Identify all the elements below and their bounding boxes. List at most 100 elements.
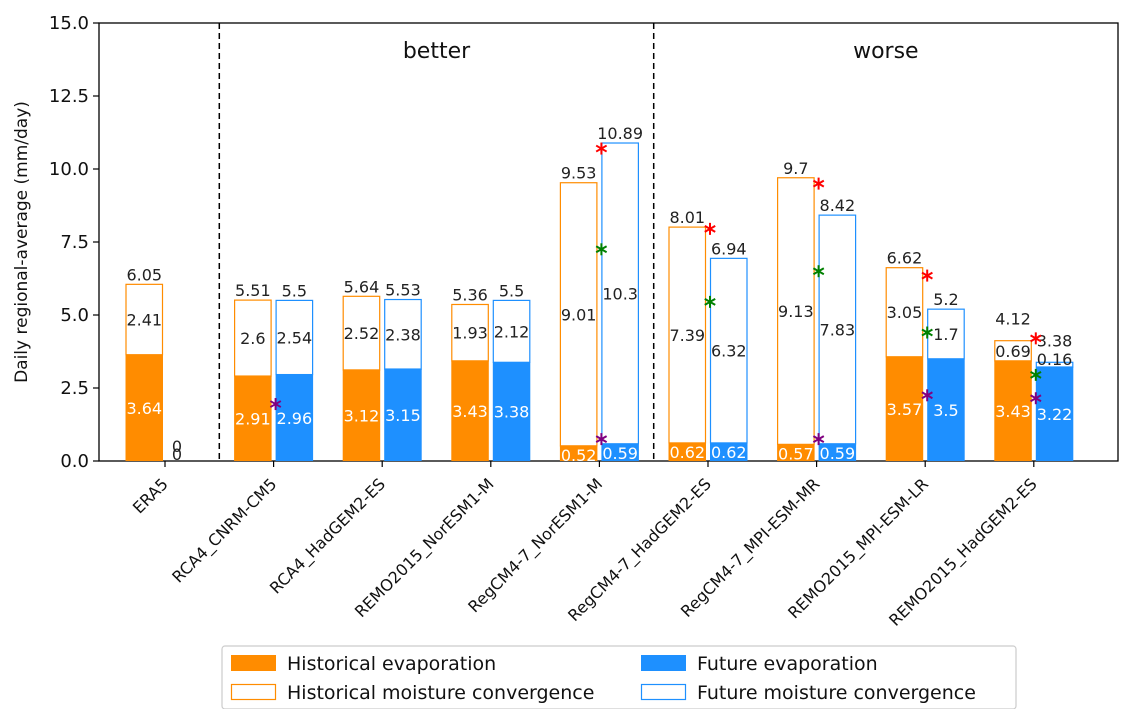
bar-future-moisture-convergence bbox=[601, 142, 640, 445]
data-label-historical-moisture-convergence: 7.39 bbox=[669, 326, 705, 345]
significance-marker bbox=[269, 398, 282, 411]
bar-historical-evaporation bbox=[668, 442, 706, 461]
data-label-historical-moisture-convergence: 0.69 bbox=[995, 342, 1031, 361]
significance-marker bbox=[704, 222, 716, 235]
bar-historical-moisture-convergence bbox=[234, 299, 272, 377]
y-tick-label: 10.0 bbox=[49, 159, 89, 180]
marker-stroke bbox=[704, 297, 716, 306]
data-label-historical-evaporation: 0.57 bbox=[778, 444, 814, 463]
bar-historical-evaporation bbox=[994, 360, 1032, 461]
data-label-historical-total: 6.05 bbox=[126, 265, 162, 284]
bar-historical-evaporation bbox=[885, 356, 924, 461]
data-label-historical-evaporation: 0.52 bbox=[561, 446, 597, 465]
marker-stroke bbox=[812, 179, 825, 188]
plot-area: 0.0 2.5 5.0 7.5 10.0 12.5 15.0 better worse ERA5 3… bbox=[49, 13, 1119, 631]
y-tick-label: 5.0 bbox=[60, 305, 89, 326]
data-label-historical-total: 5.36 bbox=[452, 285, 488, 304]
significance-marker bbox=[1030, 332, 1042, 345]
bar-historical-moisture-convergence bbox=[885, 267, 924, 358]
category-label: ERA5 bbox=[129, 474, 172, 517]
bar-future-moisture-convergence bbox=[1035, 361, 1074, 368]
marker-stroke bbox=[812, 435, 825, 443]
bar-future-evaporation bbox=[710, 442, 748, 461]
region-label-worse: worse bbox=[853, 39, 919, 64]
data-label-future-total: 5.5 bbox=[282, 281, 307, 300]
legend-swatch bbox=[640, 683, 687, 701]
marker-stroke bbox=[595, 144, 608, 153]
bar-future-moisture-convergence bbox=[818, 214, 857, 445]
data-label-future-moisture-convergence: 1.7 bbox=[933, 325, 958, 344]
data-label-historical-evaporation: 2.91 bbox=[235, 410, 271, 429]
bar-future-evaporation bbox=[601, 443, 639, 461]
category-label: RCA4_HadGEM2-ES bbox=[266, 474, 390, 598]
data-label-future-evaporation: 3.5 bbox=[933, 401, 958, 420]
data-label-historical-total: 4.12 bbox=[995, 310, 1031, 329]
legend-label: Future moisture convergence bbox=[697, 682, 976, 704]
bar-historical-evaporation bbox=[125, 354, 163, 461]
y-tick-label: 15.0 bbox=[49, 13, 89, 34]
significance-marker bbox=[921, 269, 933, 282]
bar-future-moisture-convergence bbox=[709, 257, 748, 444]
legend-box bbox=[221, 645, 1017, 709]
data-label-future-evaporation: 0.59 bbox=[602, 444, 638, 463]
data-label-future-moisture-convergence: 0 bbox=[172, 437, 182, 456]
bar-future-evaporation bbox=[384, 369, 422, 461]
bar-future-moisture-convergence bbox=[384, 298, 422, 370]
y-axis-title: Daily regional-average (mm/day) bbox=[12, 101, 32, 383]
significance-marker bbox=[921, 326, 933, 339]
data-label-historical-moisture-convergence: 2.41 bbox=[126, 311, 162, 330]
significance-marker bbox=[1030, 392, 1042, 405]
data-label-historical-total: 8.01 bbox=[669, 208, 705, 227]
category-label: RCA4_CNRM-CM5 bbox=[168, 474, 281, 587]
region-label-better: better bbox=[403, 39, 471, 64]
marker-stroke bbox=[921, 328, 933, 337]
data-label-historical-evaporation: 3.43 bbox=[452, 402, 488, 421]
bar-historical-evaporation bbox=[559, 445, 598, 461]
data-label-future-moisture-convergence: 0.16 bbox=[1037, 350, 1073, 369]
data-label-historical-total: 5.64 bbox=[344, 277, 380, 296]
data-label-historical-total: 9.7 bbox=[783, 159, 808, 178]
bar-historical-moisture-convergence bbox=[342, 295, 381, 371]
data-label-future-evaporation: 0.62 bbox=[711, 443, 747, 462]
bar-historical-moisture-convergence bbox=[668, 226, 707, 444]
bar-historical-moisture-convergence bbox=[559, 182, 598, 447]
marker-stroke bbox=[921, 391, 933, 400]
bar-historical-evaporation bbox=[777, 444, 815, 461]
bar-historical-moisture-convergence bbox=[994, 340, 1032, 362]
marker-stroke bbox=[1030, 370, 1042, 379]
bar-historical-evaporation bbox=[451, 360, 489, 461]
marker-stroke bbox=[269, 400, 282, 408]
marker-stroke bbox=[1030, 334, 1042, 343]
y-tick-label: 12.5 bbox=[49, 86, 89, 107]
data-label-historical-evaporation: 0.62 bbox=[669, 443, 705, 462]
marker-stroke bbox=[595, 245, 608, 254]
bar-future-evaporation bbox=[927, 358, 965, 461]
legend-swatch bbox=[230, 683, 277, 701]
legend-label: Historical evaporation bbox=[287, 653, 496, 675]
bar-historical-evaporation bbox=[342, 369, 381, 461]
bar-future-evaporation bbox=[818, 443, 857, 461]
data-label-future-moisture-convergence: 10.3 bbox=[602, 284, 638, 303]
data-label-future-total: 5.2 bbox=[933, 290, 958, 309]
bar-future-moisture-convergence bbox=[275, 299, 314, 376]
significance-marker bbox=[595, 243, 608, 256]
significance-marker bbox=[595, 433, 608, 446]
legend-label: Future evaporation bbox=[697, 653, 878, 675]
legend: Historical evaporation Future evaporation… bbox=[221, 645, 1017, 709]
y-tick-label: 0.0 bbox=[60, 451, 89, 472]
legend-swatch bbox=[231, 655, 276, 671]
data-label-future-evaporation: 0.59 bbox=[820, 444, 856, 463]
marker-stroke bbox=[921, 271, 933, 280]
bar-historical-moisture-convergence bbox=[451, 303, 489, 362]
data-label-historical-moisture-convergence: 9.01 bbox=[561, 305, 597, 324]
data-label-historical-moisture-convergence: 3.05 bbox=[887, 303, 923, 322]
data-label-historical-total: 6.62 bbox=[887, 249, 923, 268]
data-label-future-total: 5.53 bbox=[385, 281, 421, 300]
marker-stroke bbox=[1030, 394, 1042, 403]
y-tick-label: 2.5 bbox=[60, 378, 89, 399]
data-label-future-moisture-convergence: 2.54 bbox=[277, 328, 313, 347]
data-label-historical-moisture-convergence: 2.6 bbox=[240, 329, 265, 348]
significance-marker bbox=[812, 433, 825, 446]
significance-marker bbox=[595, 142, 608, 155]
